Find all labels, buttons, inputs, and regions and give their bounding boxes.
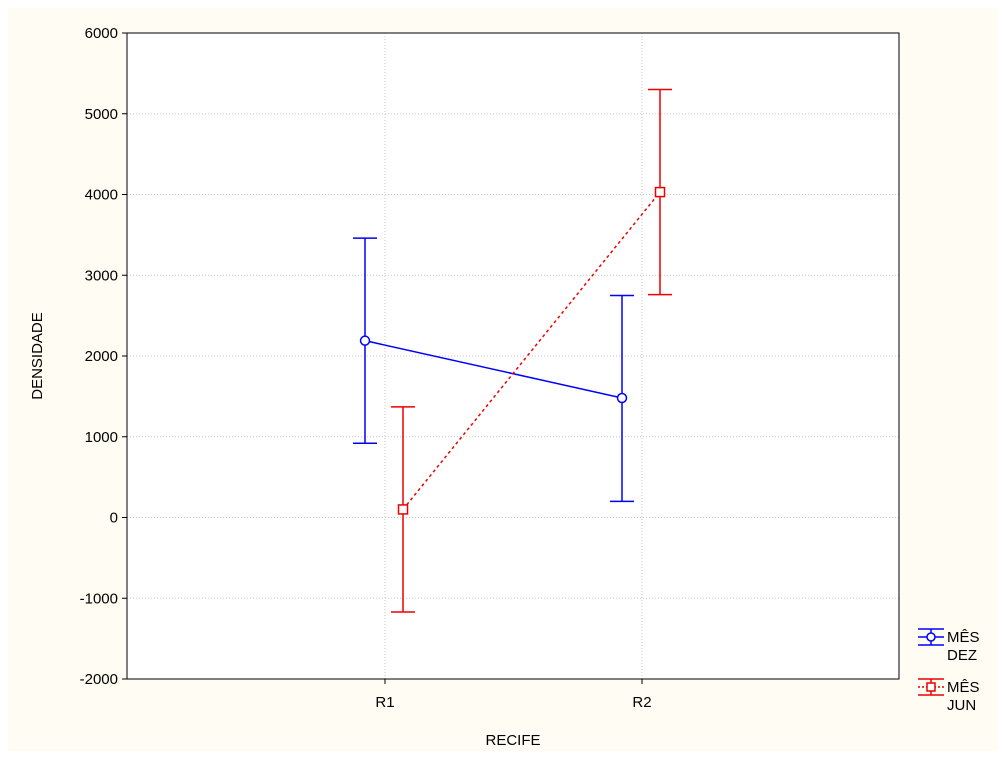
axis-layer: -2000 -1000 0 1000 2000 3000 4000 5000 6000 R1 R2 (80, 25, 652, 711)
series-line (364, 339, 623, 399)
data-point (654, 186, 666, 198)
legend-marker (926, 682, 936, 692)
series-0 (353, 237, 634, 503)
x-axis-title: RECIFE (485, 732, 540, 749)
y-tick-label: 5000 (85, 106, 118, 123)
series-layer (353, 88, 672, 613)
y-tick-label: 2000 (85, 348, 118, 365)
y-tick-label: -2000 (80, 671, 118, 688)
y-tick-label: -1000 (80, 590, 118, 607)
series-1 (391, 88, 672, 613)
plot-area (127, 33, 899, 679)
data-point (397, 504, 409, 515)
y-tick-label: 0 (110, 510, 118, 527)
y-axis-title: DENSIDADE (29, 312, 46, 400)
data-point (616, 392, 628, 404)
legend-label: MÊS (947, 679, 980, 696)
y-tick-label: 3000 (85, 267, 118, 284)
legend-label: DEZ (947, 647, 977, 664)
legend-marker (926, 632, 936, 642)
legend-label: MÊS (947, 629, 980, 646)
y-tick-label: 1000 (85, 429, 118, 446)
series-line (402, 191, 661, 510)
data-point (359, 335, 371, 346)
y-tick-label: 4000 (85, 187, 118, 204)
legend-label: JUN (947, 697, 976, 714)
y-tick-label: 6000 (85, 25, 118, 42)
x-tick-label: R2 (632, 694, 651, 711)
x-tick-label: R1 (375, 694, 394, 711)
